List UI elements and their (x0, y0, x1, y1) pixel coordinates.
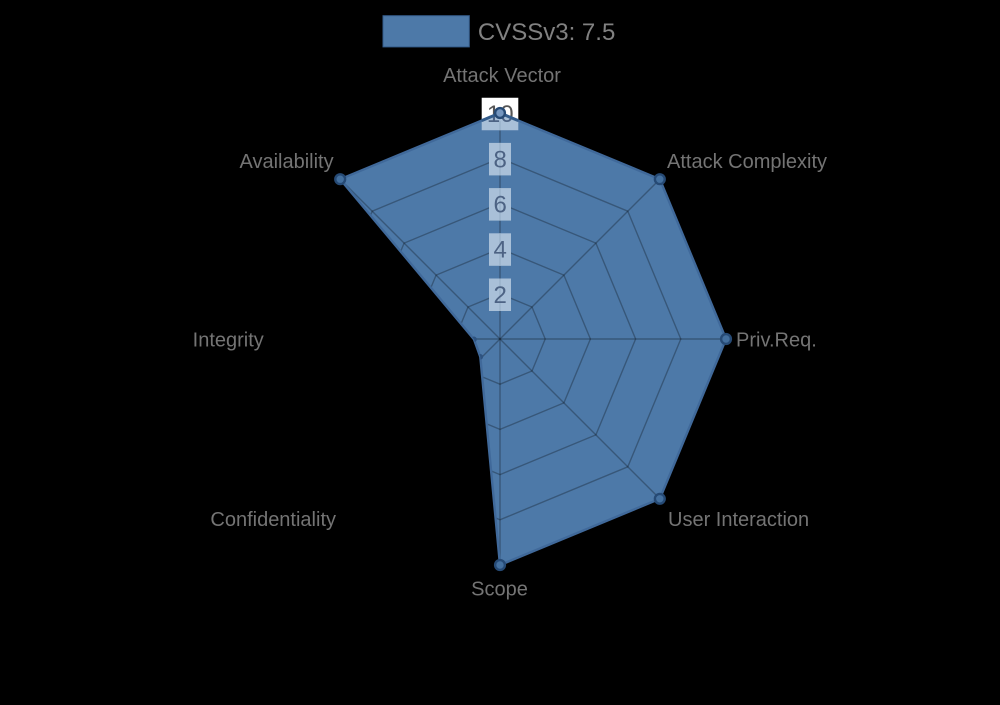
svg-text:2: 2 (494, 282, 507, 309)
svg-text:Availability: Availability (239, 151, 333, 173)
svg-text:User Interaction: User Interaction (668, 509, 809, 531)
svg-text:6: 6 (494, 192, 507, 219)
svg-text:CVSSv3: 7.5: CVSSv3: 7.5 (478, 19, 615, 46)
svg-text:4: 4 (494, 237, 507, 264)
svg-text:Attack Complexity: Attack Complexity (667, 151, 827, 173)
svg-text:Scope: Scope (471, 579, 528, 601)
svg-text:Priv.Req.: Priv.Req. (736, 329, 817, 351)
svg-text:Integrity: Integrity (193, 329, 264, 351)
svg-text:Confidentiality: Confidentiality (210, 509, 336, 531)
svg-text:8: 8 (494, 146, 507, 173)
svg-text:Attack Vector: Attack Vector (443, 65, 561, 87)
